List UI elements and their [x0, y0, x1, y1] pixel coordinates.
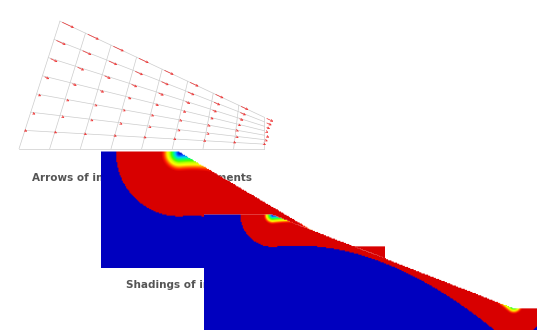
Text: Shadings of incremental displacements: Shadings of incremental displacements	[126, 280, 359, 290]
Text: Arrows of incremental displacements: Arrows of incremental displacements	[32, 173, 252, 183]
